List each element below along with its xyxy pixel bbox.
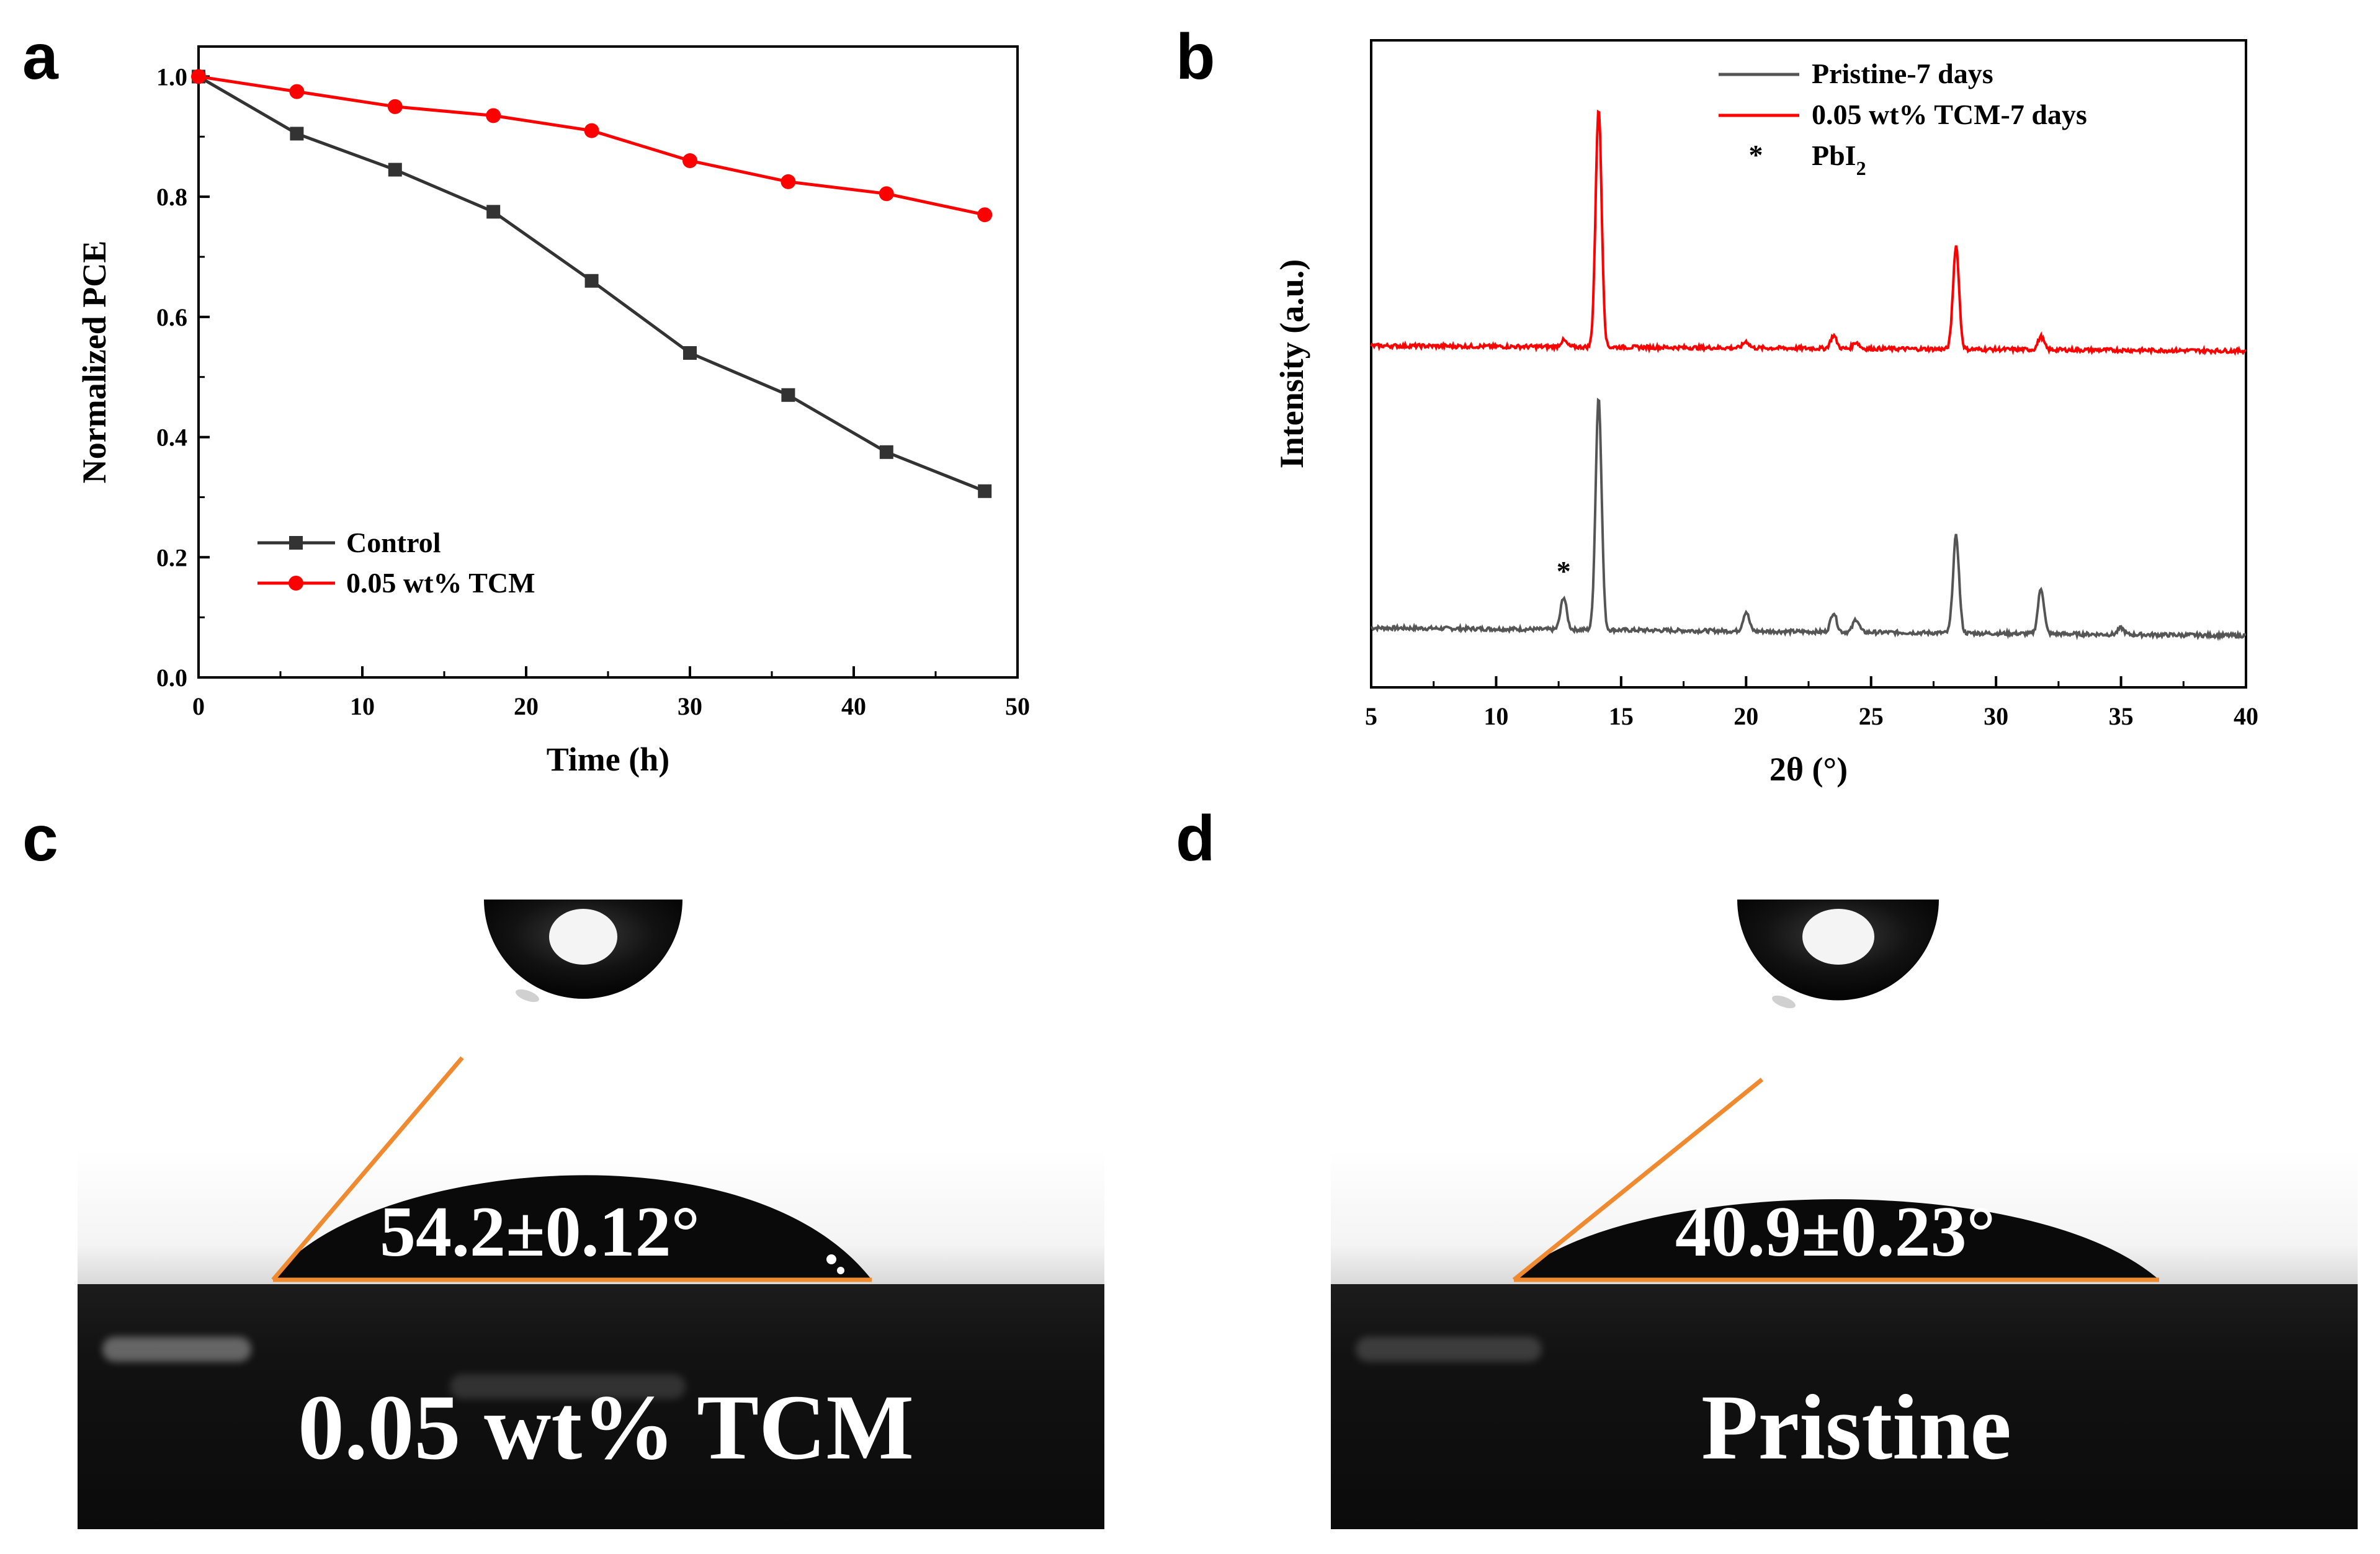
- panel-letter-a: a: [22, 21, 58, 93]
- y-tick-label-a: 0.0: [156, 664, 187, 692]
- legend-label-b: Pristine-7 days: [1812, 58, 1993, 89]
- y-tick-label-a: 0.6: [156, 303, 187, 331]
- data-point-control: [683, 346, 697, 360]
- y-tick-label-a: 0.2: [156, 543, 187, 571]
- tangent-line-c: [271, 1056, 464, 1282]
- x-tick-label-b: 20: [1734, 702, 1758, 730]
- x-tick-label-a: 20: [514, 692, 539, 720]
- data-point-control: [879, 445, 893, 459]
- sessile-drop-c: [273, 1175, 872, 1280]
- legend-label-a: 0.05 wt% TCM: [346, 567, 535, 599]
- data-point-tcm: [682, 153, 697, 169]
- pbi2-peak-marker: *: [1557, 555, 1571, 587]
- tangent-line-d: [1512, 1078, 1764, 1282]
- hanging-droplet-d: [1737, 900, 1939, 1009]
- data-point-control: [978, 484, 992, 498]
- legend-marker-a: [289, 576, 303, 591]
- x-tick-label-a: 0: [192, 692, 205, 720]
- data-point-tcm: [387, 99, 403, 114]
- data-point-control: [388, 163, 402, 177]
- x-tick-label-b: 5: [1365, 702, 1377, 730]
- data-point-control: [584, 274, 599, 288]
- x-tick-label-b: 15: [1609, 702, 1634, 730]
- legend-label-a: Control: [346, 527, 441, 558]
- legend-label-b: PbI: [1812, 140, 1856, 171]
- panel-letter-d: d: [1176, 803, 1215, 875]
- contact-angle-value-d: 40.9±0.23°: [1675, 1192, 1996, 1272]
- data-point-control: [290, 127, 304, 141]
- x-tick-label-b: 35: [2109, 702, 2134, 730]
- y-axis-label-b: Intensity (a.u.): [1273, 259, 1310, 469]
- x-tick-label-a: 40: [841, 692, 866, 720]
- legend-marker-a: [289, 536, 303, 550]
- contact-angle-value-c: 54.2±0.12°: [380, 1192, 700, 1272]
- panel-letter-c: c: [22, 803, 58, 875]
- panel-letter-b: b: [1176, 21, 1215, 93]
- x-axis-label-b: 2θ (°): [1769, 751, 1848, 788]
- legend-label-b: 0.05 wt% TCM-7 days: [1812, 99, 2087, 130]
- xrd-pattern-1: [1370, 109, 2247, 356]
- x-tick-label-b: 40: [2234, 702, 2258, 730]
- sessile-drop-d: [1514, 1199, 2159, 1280]
- x-axis-label-a: Time (h): [547, 741, 670, 778]
- legend-marker-b: *: [1749, 139, 1763, 171]
- data-point-control: [486, 205, 501, 219]
- y-axis-label-a: Normalized PCE: [76, 241, 113, 483]
- legend-label-b-subscript: 2: [1856, 157, 1866, 179]
- y-tick-label-a: 0.8: [156, 183, 187, 211]
- data-point-control: [781, 388, 795, 402]
- data-point-tcm: [781, 174, 796, 189]
- data-point-tcm: [879, 186, 894, 202]
- hanging-droplet-c: [484, 900, 682, 1003]
- y-tick-label-a: 0.4: [156, 424, 187, 452]
- data-point-tcm: [191, 69, 206, 84]
- x-tick-label-a: 30: [678, 692, 702, 720]
- x-tick-label-a: 50: [1005, 692, 1030, 720]
- sample-label-d: Pristine: [1701, 1376, 2011, 1479]
- data-point-tcm: [289, 84, 305, 99]
- xrd-pattern-0: [1371, 398, 2247, 641]
- x-tick-label-b: 10: [1483, 702, 1508, 730]
- data-point-tcm: [584, 123, 599, 138]
- x-tick-label-b: 25: [1859, 702, 1884, 730]
- sample-label-c: 0.05 wt% TCM: [298, 1376, 915, 1479]
- x-tick-label-a: 10: [350, 692, 375, 720]
- data-point-tcm: [977, 207, 993, 223]
- y-tick-label-a: 1.0: [156, 63, 187, 91]
- data-point-tcm: [486, 108, 501, 123]
- x-tick-label-b: 30: [1984, 702, 2008, 730]
